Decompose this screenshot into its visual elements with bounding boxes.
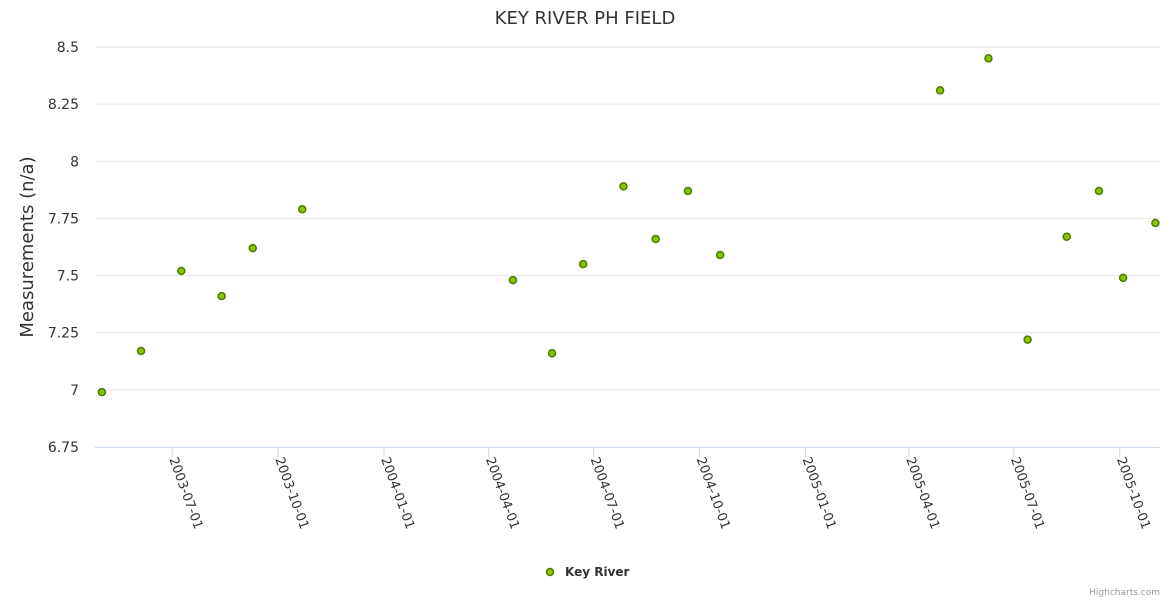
- y-tick-label: 7.75: [48, 211, 79, 227]
- data-point[interactable]: [935, 86, 945, 95]
- credits-link[interactable]: Highcharts.com: [1089, 588, 1160, 598]
- data-point[interactable]: [1023, 335, 1032, 344]
- data-point[interactable]: [578, 259, 588, 269]
- data-point[interactable]: [547, 349, 557, 358]
- grid-lines: [95, 46, 1160, 391]
- chart-title: KEY RIVER PH FIELD: [495, 8, 676, 29]
- legend-item-key-river[interactable]: Key River: [565, 565, 630, 579]
- y-tick-label: 6.75: [48, 440, 79, 456]
- y-tick-label: 7.25: [48, 326, 79, 342]
- data-point[interactable]: [297, 205, 307, 214]
- data-point[interactable]: [1151, 218, 1160, 228]
- data-point[interactable]: [1118, 273, 1128, 283]
- data-point[interactable]: [1062, 232, 1071, 241]
- y-tick-label: 7.5: [57, 269, 79, 285]
- data-point[interactable]: [651, 234, 660, 244]
- y-tick-label: 8.25: [48, 97, 79, 113]
- y-tick-label: 8.5: [57, 40, 79, 56]
- data-point[interactable]: [248, 243, 257, 253]
- y-tick-label: 8: [70, 154, 79, 170]
- legend[interactable]: Key River: [545, 565, 630, 579]
- y-axis-ticks: 6.75 7 7.25 7.5 7.75 8 8.25 8.5: [48, 40, 79, 456]
- series-key-river: [97, 54, 1160, 397]
- data-point[interactable]: [97, 387, 107, 397]
- data-point[interactable]: [715, 250, 725, 260]
- data-point[interactable]: [619, 182, 628, 191]
- data-point[interactable]: [177, 266, 186, 276]
- data-point[interactable]: [984, 54, 993, 63]
- y-tick-label: 7: [70, 383, 79, 399]
- data-point[interactable]: [1094, 186, 1104, 196]
- y-axis-label: Measurements (n/a): [17, 156, 38, 337]
- data-point[interactable]: [683, 186, 693, 196]
- data-point[interactable]: [136, 346, 146, 356]
- data-point[interactable]: [217, 291, 226, 301]
- data-point[interactable]: [508, 275, 518, 285]
- legend-marker: [545, 567, 555, 577]
